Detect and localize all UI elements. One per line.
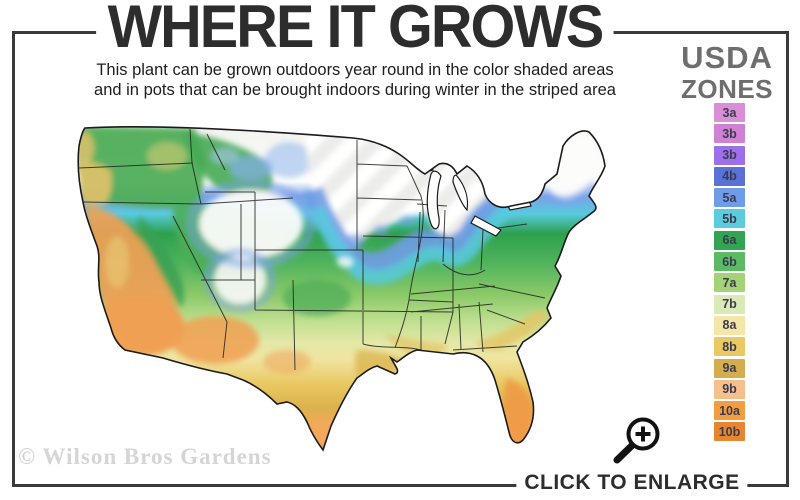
legend-zone-chip: 6b bbox=[714, 252, 745, 272]
legend-zone-chip: 3a bbox=[714, 103, 745, 122]
watermark: © Wilson Bros Gardens bbox=[18, 444, 272, 469]
page-title: WHERE IT GROWS bbox=[96, 0, 614, 61]
legend-zone-chip: 8b bbox=[714, 337, 745, 357]
legend-title-zones: ZONES bbox=[680, 74, 774, 104]
legend-zone-chip: 7a bbox=[714, 273, 745, 293]
legend-zone-chip: 9b bbox=[714, 379, 745, 399]
legend-zone-chip: 7b bbox=[714, 294, 745, 314]
usda-zones-map[interactable] bbox=[55, 112, 667, 474]
legend-title-usda: USDA bbox=[681, 40, 773, 75]
great-lakes bbox=[372, 138, 532, 237]
legend-title: USDA ZONES bbox=[681, 42, 773, 102]
subtitle-line-1: This plant can be grown outdoors year ro… bbox=[96, 61, 614, 79]
legend-zone-chip: 3b bbox=[714, 124, 745, 144]
us-map-svg bbox=[77, 125, 606, 452]
click-to-enlarge-label[interactable]: CLICK TO ENLARGE bbox=[516, 471, 748, 495]
legend-zone-chip: 5b bbox=[714, 209, 745, 229]
legend-zone-chip: 5a bbox=[714, 188, 745, 208]
subtitle-line-2: and in pots that can be brought indoors … bbox=[94, 81, 616, 100]
legend-zone-chip: 9a bbox=[714, 358, 745, 378]
legend-zones: 3a 3b 3b 4b 5a 5b 6a 6b 7a 7b 8a 8b 9a 9b 10a 10b bbox=[714, 103, 745, 444]
us-outline bbox=[77, 125, 606, 452]
subtitle: This plant can be grown outdoors year ro… bbox=[25, 60, 685, 100]
legend-zone-chip: 4b bbox=[714, 166, 745, 186]
legend-zone-chip: 6a bbox=[714, 230, 745, 250]
legend-zone-chip: 8a bbox=[714, 315, 745, 335]
legend-zone-chip: 3b bbox=[714, 145, 745, 165]
legend-zone-chip: 10a bbox=[714, 401, 745, 421]
legend-zone-chip: 10b bbox=[714, 422, 745, 442]
zoom-in-magnifier-icon[interactable] bbox=[605, 408, 667, 472]
